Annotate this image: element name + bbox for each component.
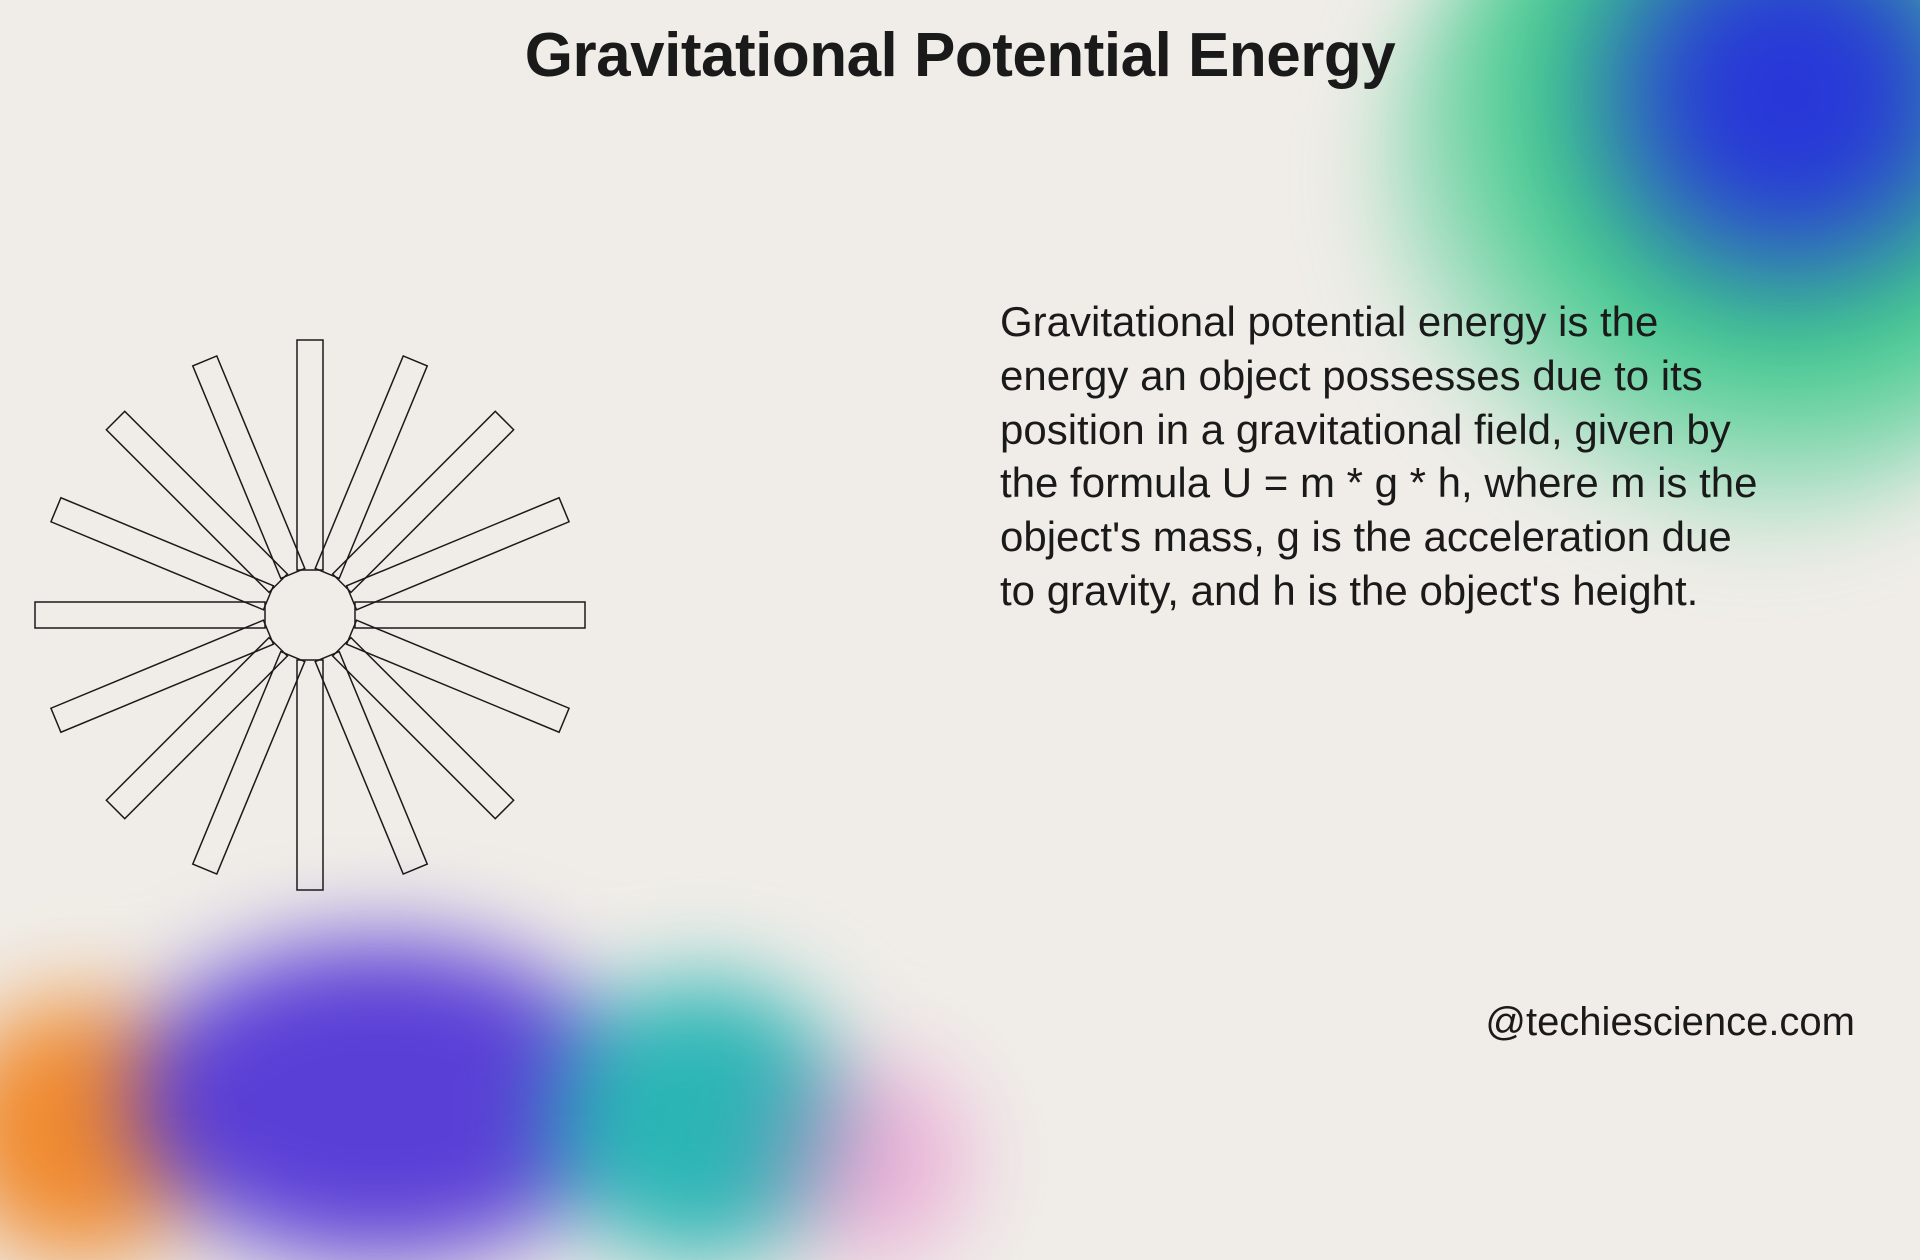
starburst-icon	[30, 335, 590, 895]
attribution: @techiescience.com	[1485, 1000, 1855, 1045]
body-text: Gravitational potential energy is the en…	[1000, 295, 1760, 618]
page-title: Gravitational Potential Energy	[0, 20, 1920, 91]
decorative-blob-bottom	[0, 860, 1050, 1260]
